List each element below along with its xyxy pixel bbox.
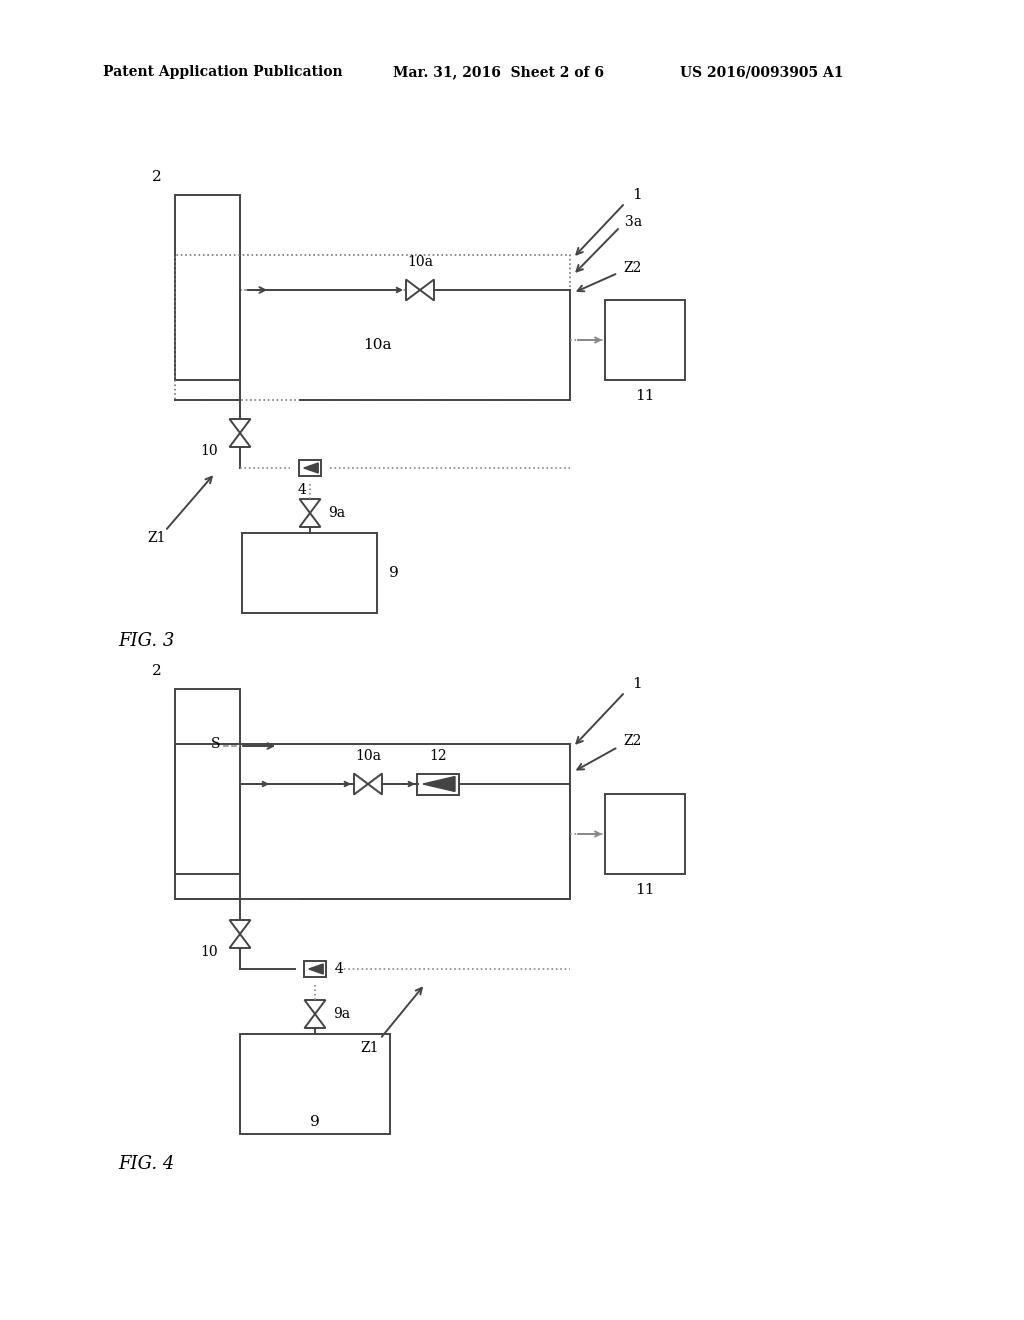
Bar xyxy=(417,774,459,795)
Text: Patent Application Publication: Patent Application Publication xyxy=(103,65,343,79)
Polygon shape xyxy=(423,776,455,792)
Text: 9a: 9a xyxy=(333,1007,350,1020)
Text: 10a: 10a xyxy=(364,338,392,352)
Text: 9: 9 xyxy=(389,566,398,579)
Text: 10a: 10a xyxy=(407,255,433,269)
Polygon shape xyxy=(304,463,318,473)
Text: US 2016/0093905 A1: US 2016/0093905 A1 xyxy=(680,65,844,79)
Bar xyxy=(242,533,377,612)
Text: 2: 2 xyxy=(153,664,162,678)
Text: 4: 4 xyxy=(335,962,344,975)
Text: 3a: 3a xyxy=(625,215,642,228)
Text: 9a: 9a xyxy=(328,506,345,520)
Text: S: S xyxy=(211,737,221,751)
Text: 1: 1 xyxy=(632,677,642,690)
Text: Z1: Z1 xyxy=(360,1041,379,1055)
Text: 11: 11 xyxy=(635,883,654,898)
Text: Z2: Z2 xyxy=(623,734,641,748)
Bar xyxy=(240,1034,390,1134)
Text: Z2: Z2 xyxy=(623,261,641,275)
Text: FIG. 3: FIG. 3 xyxy=(118,632,174,649)
Text: Mar. 31, 2016  Sheet 2 of 6: Mar. 31, 2016 Sheet 2 of 6 xyxy=(393,65,604,79)
Text: 10a: 10a xyxy=(355,748,381,763)
Text: FIG. 4: FIG. 4 xyxy=(118,1155,174,1173)
Bar xyxy=(605,795,685,874)
Bar xyxy=(605,300,685,380)
Bar xyxy=(304,961,327,977)
Bar xyxy=(299,459,322,477)
Bar xyxy=(175,195,240,380)
Text: 2: 2 xyxy=(153,170,162,183)
Text: 10: 10 xyxy=(201,945,218,960)
Text: 9: 9 xyxy=(310,1115,319,1129)
Text: 4: 4 xyxy=(298,483,306,498)
Bar xyxy=(175,744,570,899)
Text: 10: 10 xyxy=(201,444,218,458)
Text: 11: 11 xyxy=(635,389,654,403)
Text: Z1: Z1 xyxy=(147,531,166,545)
Bar xyxy=(175,255,570,400)
Text: 1: 1 xyxy=(632,187,642,202)
Text: 12: 12 xyxy=(429,748,446,763)
Bar xyxy=(175,689,240,874)
Polygon shape xyxy=(309,964,324,974)
